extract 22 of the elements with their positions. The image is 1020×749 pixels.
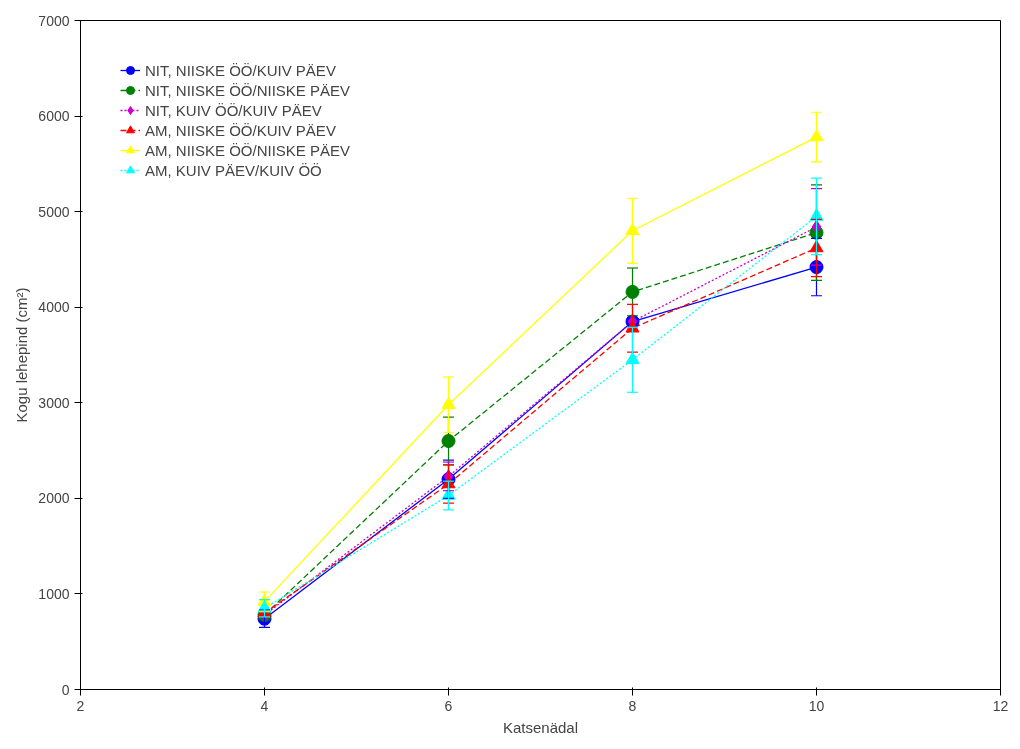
legend-label: AM, KUIV PÄEV/KUIV ÖÖ <box>145 161 322 179</box>
y-tick-label: 6000 <box>38 108 70 125</box>
y-tick-label: 5000 <box>38 203 70 220</box>
x-tick-label: 6 <box>444 697 453 714</box>
x-tick-label: 12 <box>992 697 1009 714</box>
y-tick-label: 4000 <box>38 299 70 316</box>
legend-label: AM, NIISKE ÖÖ/NIISKE PÄEV <box>145 141 351 159</box>
y-tick-label: 1000 <box>38 585 70 602</box>
legend-label: NIT, KUIV ÖÖ/KUIV PÄEV <box>145 101 322 119</box>
y-tick-label: 0 <box>61 681 70 698</box>
x-tick-label: 2 <box>76 697 85 714</box>
x-tick-label: 4 <box>260 697 269 714</box>
x-tick-label: 8 <box>628 697 637 714</box>
legend-label: AM, NIISKE ÖÖ/KUIV PÄEV <box>145 121 336 139</box>
y-tick-label: 7000 <box>38 12 70 29</box>
x-axis-title: Katsenädal <box>502 718 579 736</box>
legend-label: NIT, NIISKE ÖÖ/KUIV PÄEV <box>145 61 336 79</box>
y-axis-title: Kogu lehepind (cm²) <box>13 287 31 423</box>
y-tick-label: 3000 <box>38 394 70 411</box>
legend-label: NIT, NIISKE ÖÖ/NIISKE PÄEV <box>145 81 351 99</box>
x-tick-label: 10 <box>808 697 825 714</box>
y-tick-label: 2000 <box>38 490 70 507</box>
